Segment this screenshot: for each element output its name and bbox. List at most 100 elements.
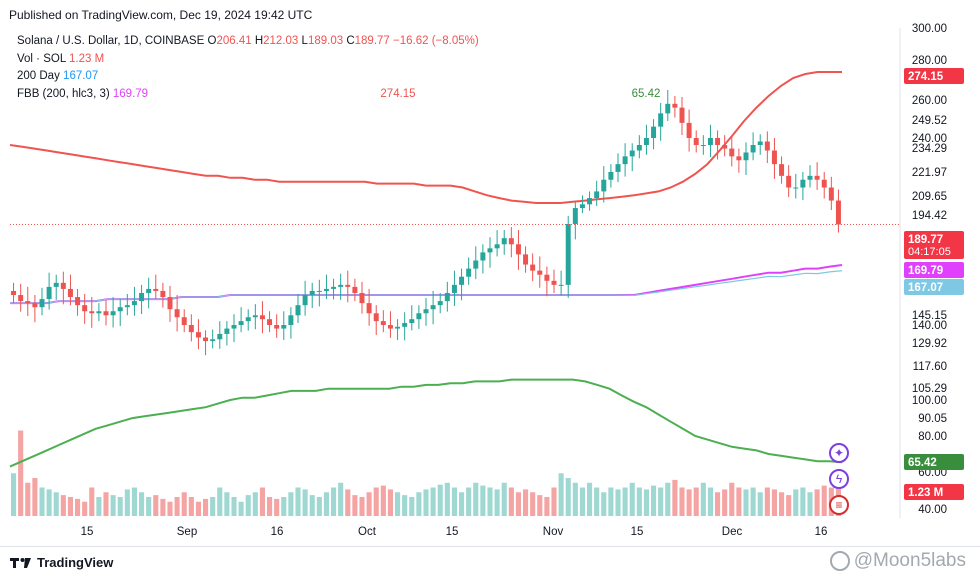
volume-bar — [203, 498, 209, 516]
volume-bar — [807, 492, 813, 516]
sparkle-icon[interactable]: ✦ — [829, 443, 849, 463]
x-tick-label: Sep — [177, 526, 197, 538]
price-badge[interactable]: 169.79 — [904, 262, 964, 278]
price-badge-bg — [904, 262, 964, 278]
y-tick-label: 40.00 — [918, 504, 947, 516]
candle-body — [53, 282, 59, 287]
volume-bar — [679, 487, 685, 516]
candle-body — [89, 311, 95, 314]
candle-body — [75, 297, 81, 306]
y-tick-label: 140.00 — [912, 320, 947, 332]
legend-close: 189.77 — [354, 35, 390, 47]
volume-bar — [181, 492, 187, 516]
candle-body — [515, 244, 521, 255]
candle-body — [46, 286, 52, 300]
y-tick-label: 105.29 — [912, 383, 947, 395]
candle-body — [217, 333, 223, 340]
x-tick-label: 15 — [446, 526, 459, 538]
y-tick-label: 117.60 — [913, 361, 947, 373]
volume-bar — [131, 487, 137, 516]
price-badge-label: 274.15 — [908, 71, 944, 83]
candle-body — [779, 164, 785, 176]
price-badge-label: 65.42 — [908, 457, 937, 469]
candle-body — [188, 325, 194, 333]
candle-body — [359, 292, 365, 304]
legend-volume-row[interactable]: Vol · SOL 1.23 M — [17, 51, 479, 69]
volume-bar — [89, 487, 95, 516]
volume-bar — [82, 501, 88, 516]
volume-bar — [466, 487, 472, 516]
volume-bar — [274, 498, 280, 516]
volume-bar — [103, 492, 109, 516]
volume-bar — [743, 489, 749, 516]
x-tick-label: 16 — [815, 526, 828, 538]
candle-body — [39, 299, 45, 308]
volume-bar — [672, 479, 678, 516]
volume-bar — [231, 497, 237, 516]
lightning-icon[interactable]: ϟ — [829, 469, 849, 489]
price-badge[interactable]: 1.23 M — [904, 484, 964, 500]
volume-bar — [395, 492, 401, 516]
price-badge-label: 169.79 — [908, 265, 943, 277]
us-flag-icon[interactable]: ≡ — [829, 495, 849, 515]
legend-low: 189.03 — [307, 35, 344, 47]
volume-bar — [757, 492, 763, 516]
legend-ma-row[interactable]: 200 Day 167.07 — [17, 68, 479, 86]
volume-bar — [245, 495, 251, 516]
candle-body — [459, 276, 465, 285]
volume-bar — [46, 489, 52, 516]
candle-body — [572, 208, 578, 224]
volume-bar — [387, 489, 393, 516]
y-tick-label: 90.05 — [918, 413, 947, 425]
volume-bar — [139, 492, 145, 516]
candle-body — [430, 305, 436, 310]
legend-low-label: L — [301, 35, 308, 47]
candle-body — [700, 145, 706, 147]
candle-body — [395, 326, 401, 329]
volume-bar — [259, 487, 265, 516]
y-tick-label: 234.29 — [912, 143, 947, 155]
volume-bar — [295, 487, 301, 516]
volume-bar — [345, 489, 351, 516]
candle-body — [736, 156, 742, 161]
candle-body — [501, 238, 507, 245]
candle-body — [508, 238, 514, 245]
candle-body — [629, 150, 635, 157]
legend-ohlc-row[interactable]: Solana / U.S. Dollar, 1D, COINBASE O206.… — [17, 33, 479, 51]
price-badge[interactable]: 274.15 — [904, 68, 964, 84]
legend-fbb-row[interactable]: FBB (200, hlc3, 3) 169.79 — [17, 86, 479, 104]
volume-bar — [96, 497, 102, 516]
candle-body — [615, 164, 621, 172]
volume-bar — [302, 489, 308, 516]
tradingview-logo[interactable]: TradingView — [10, 555, 113, 570]
volume-bar — [771, 489, 777, 516]
published-text: Published on TradingView.com, Dec 19, 20… — [9, 8, 313, 22]
price-badge[interactable]: 65.42 — [904, 454, 964, 470]
volume-bar — [252, 492, 258, 516]
price-badge-label: 167.07 — [908, 282, 943, 294]
volume-bar — [686, 489, 692, 516]
volume-bar — [288, 492, 294, 516]
candle-body — [707, 138, 713, 146]
volume-bar — [558, 473, 564, 516]
volume-bar — [53, 492, 59, 516]
price-badge[interactable]: 167.07 — [904, 279, 964, 295]
x-tick-label: Oct — [358, 526, 377, 538]
chart-legend: Solana / U.S. Dollar, 1D, COINBASE O206.… — [17, 33, 479, 103]
volume-bar — [572, 482, 578, 516]
volume-bar — [764, 487, 770, 516]
candle-body — [608, 171, 614, 180]
volume-bar — [373, 487, 379, 516]
candle-body — [473, 260, 479, 269]
candle-body — [743, 152, 749, 161]
candle-body — [224, 328, 230, 334]
volume-bar — [643, 489, 649, 516]
candle-body — [195, 332, 201, 338]
x-tick-label: Dec — [722, 526, 743, 538]
candle-body — [665, 103, 671, 114]
x-tick-label: 15 — [81, 526, 94, 538]
candle-body — [487, 248, 493, 253]
candle-body — [11, 290, 17, 296]
